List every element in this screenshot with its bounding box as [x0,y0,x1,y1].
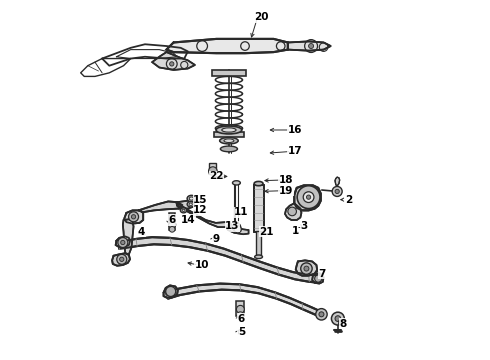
Polygon shape [177,201,193,208]
Circle shape [304,266,309,271]
Circle shape [169,221,176,228]
Text: 6: 6 [238,314,245,324]
Polygon shape [139,202,182,212]
Ellipse shape [216,126,242,134]
Circle shape [319,312,324,317]
Circle shape [169,226,175,232]
Bar [256,231,261,255]
Polygon shape [312,274,323,284]
Ellipse shape [224,139,234,143]
Circle shape [118,238,128,248]
Text: 21: 21 [259,227,274,237]
Text: 2: 2 [345,195,352,204]
Circle shape [288,207,296,216]
Ellipse shape [180,208,187,213]
Ellipse shape [189,197,194,200]
Text: 1: 1 [292,226,298,236]
Circle shape [237,305,245,313]
Polygon shape [112,253,130,266]
Polygon shape [253,185,264,232]
Circle shape [332,186,342,197]
Text: 22: 22 [209,171,223,181]
Circle shape [335,189,339,194]
Text: 20: 20 [254,13,269,22]
Polygon shape [296,260,317,276]
Text: 13: 13 [225,221,240,231]
Circle shape [315,275,322,282]
Ellipse shape [189,203,192,206]
Text: 6: 6 [168,215,175,225]
Circle shape [234,226,242,233]
Ellipse shape [220,138,238,144]
Ellipse shape [255,255,263,258]
Circle shape [303,192,314,203]
Polygon shape [167,39,288,53]
Bar [209,163,217,174]
Circle shape [120,257,124,261]
Circle shape [117,254,127,264]
Circle shape [209,167,217,175]
Text: 3: 3 [300,221,308,231]
Circle shape [237,312,244,318]
Circle shape [309,44,314,49]
Circle shape [170,62,174,66]
Polygon shape [166,284,321,317]
Ellipse shape [232,181,241,185]
Ellipse shape [187,195,196,202]
Polygon shape [285,203,301,220]
Text: 8: 8 [340,319,347,329]
Ellipse shape [222,128,236,132]
Text: 10: 10 [195,260,209,270]
Ellipse shape [220,146,238,152]
Ellipse shape [254,181,263,186]
Polygon shape [176,203,231,227]
Text: 4: 4 [138,227,145,237]
Circle shape [335,316,341,321]
Circle shape [131,215,136,219]
Polygon shape [124,210,143,224]
Polygon shape [116,237,130,247]
Bar [169,213,175,230]
Text: 12: 12 [193,205,208,215]
Circle shape [301,263,312,274]
Text: 7: 7 [318,269,325,279]
Polygon shape [294,185,321,210]
Circle shape [316,309,327,320]
Bar [214,132,244,137]
Bar [237,301,245,316]
Polygon shape [123,219,134,254]
Circle shape [128,212,139,222]
Polygon shape [164,285,178,298]
Text: 17: 17 [288,147,302,157]
Circle shape [232,223,241,231]
Circle shape [297,186,320,208]
Polygon shape [288,41,331,51]
Ellipse shape [187,202,194,207]
Text: 18: 18 [279,175,294,185]
Polygon shape [119,237,320,283]
Polygon shape [152,52,195,70]
Circle shape [166,287,176,296]
Circle shape [331,312,344,325]
Polygon shape [226,225,248,234]
Text: 9: 9 [213,234,220,244]
Bar [212,70,246,76]
Text: 19: 19 [279,186,294,196]
Circle shape [121,240,125,245]
Text: 5: 5 [238,327,245,337]
Text: 15: 15 [193,195,208,204]
Text: 16: 16 [288,125,302,135]
Text: 14: 14 [180,215,195,225]
Polygon shape [335,177,340,186]
Text: 11: 11 [234,207,249,217]
Ellipse shape [182,209,185,211]
Circle shape [306,195,311,199]
